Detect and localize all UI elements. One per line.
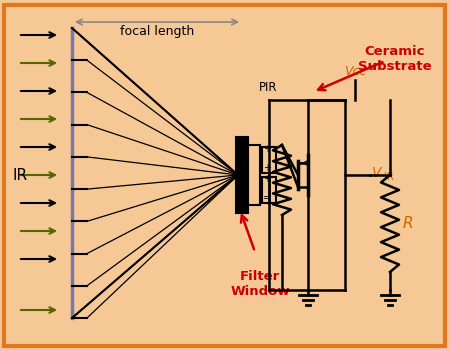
Text: V: V	[372, 166, 382, 180]
Text: +: +	[263, 174, 271, 184]
Text: focal length: focal length	[120, 25, 194, 38]
Text: Filter
Window: Filter Window	[230, 270, 290, 298]
Text: Vcc: Vcc	[344, 65, 366, 78]
Bar	[248, 145, 260, 205]
Text: +: +	[263, 144, 271, 154]
Text: =: =	[263, 193, 271, 203]
Bar	[262, 147, 276, 173]
Text: PIR: PIR	[259, 81, 277, 94]
Text: Ceramic
Substrate: Ceramic Substrate	[358, 45, 432, 73]
Text: R: R	[403, 216, 414, 231]
Text: +: +	[263, 163, 271, 173]
Text: IR: IR	[384, 172, 394, 182]
Bar	[236, 137, 248, 213]
Bar	[262, 177, 276, 203]
Text: IR: IR	[12, 168, 27, 182]
